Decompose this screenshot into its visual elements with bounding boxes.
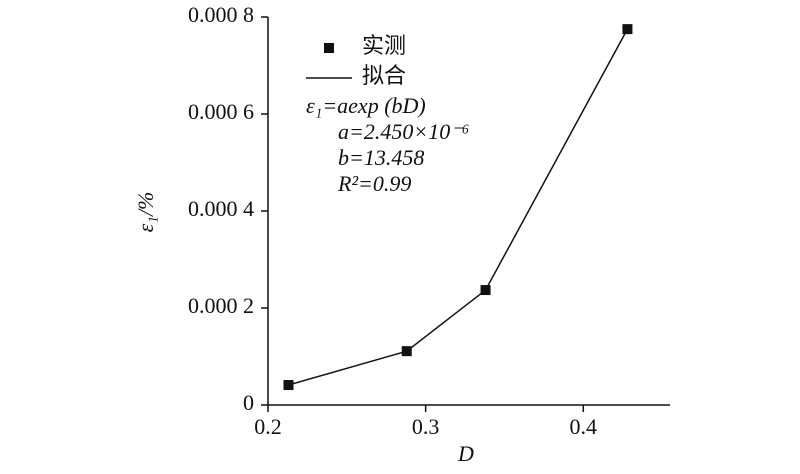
x-axis-label: D bbox=[457, 441, 474, 466]
y-tick-label: 0.000 2 bbox=[188, 293, 254, 318]
annotation: b=13.458 bbox=[338, 145, 424, 170]
legend-label: 拟合 bbox=[362, 63, 406, 88]
x-tick-label: 0.4 bbox=[570, 414, 598, 439]
y-tick-label: 0.000 6 bbox=[188, 99, 254, 124]
annotation: R²=0.99 bbox=[337, 171, 411, 196]
y-tick-label: 0.000 4 bbox=[188, 196, 254, 221]
fit-line bbox=[288, 28, 629, 386]
legend-marker bbox=[324, 43, 334, 53]
annotation: a=2.450×10⁻⁶ bbox=[338, 119, 469, 144]
y-tick-label: 0 bbox=[243, 390, 254, 415]
annotation: ε₁=aexp (bD) bbox=[306, 93, 426, 118]
legend-label: 实测 bbox=[362, 33, 406, 58]
x-tick-label: 0.2 bbox=[254, 414, 282, 439]
y-tick-label: 0.000 8 bbox=[188, 2, 254, 27]
y-axis-label: ε₁/% bbox=[133, 192, 158, 233]
x-tick-label: 0.3 bbox=[412, 414, 440, 439]
